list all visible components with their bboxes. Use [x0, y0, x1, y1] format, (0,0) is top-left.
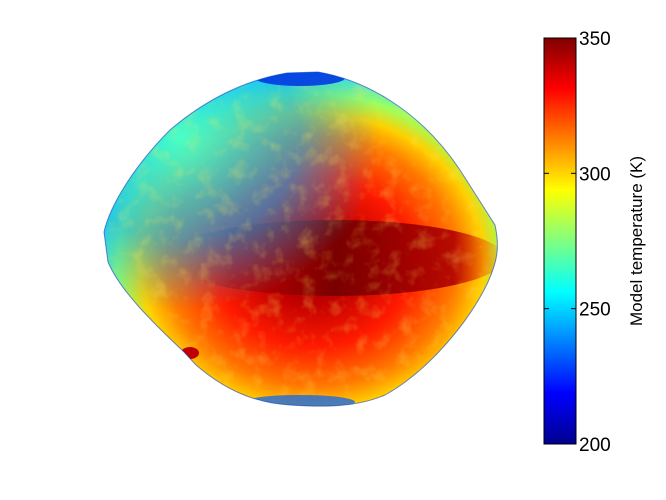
hot-boulder — [181, 347, 199, 359]
asteroid-outline — [103, 71, 498, 407]
colorbar: 350 300 250 200 Model temperature (K) — [543, 29, 646, 456]
colorbar-tick-label: 350 — [579, 29, 611, 50]
colorbar-label: Model temperature (K) — [627, 156, 646, 326]
colorbar-tick-label: 200 — [579, 435, 611, 456]
south-pole-cold-spot — [245, 395, 355, 407]
colorbar-scale — [543, 37, 577, 445]
colorbar-tick-label: 300 — [579, 164, 611, 185]
colorbar-ticks: 350 300 250 200 — [544, 29, 611, 456]
colorbar-tick-label: 250 — [579, 300, 611, 321]
asteroid-temperature-map — [104, 72, 498, 407]
surface-mottling — [104, 72, 498, 407]
